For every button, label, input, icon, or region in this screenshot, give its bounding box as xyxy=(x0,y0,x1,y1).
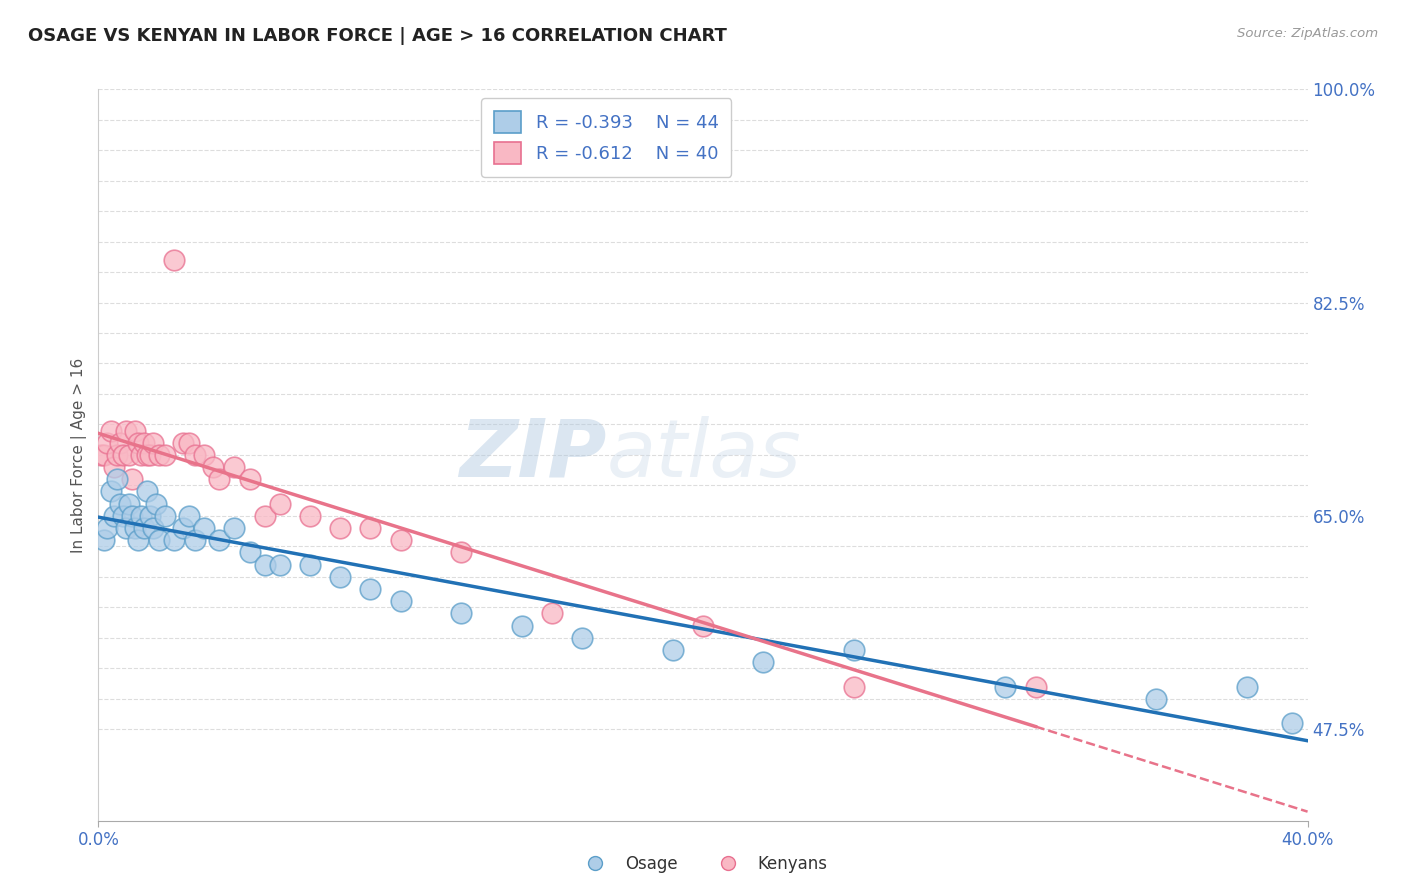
Point xyxy=(124,424,146,438)
Point xyxy=(239,472,262,486)
Point xyxy=(202,460,225,475)
Point xyxy=(142,435,165,450)
Point xyxy=(844,643,866,657)
Point xyxy=(139,508,162,523)
Point xyxy=(96,521,118,535)
Point xyxy=(299,508,322,523)
Point xyxy=(208,533,231,548)
Point xyxy=(100,484,122,499)
Point xyxy=(253,558,276,572)
Point xyxy=(269,497,291,511)
Point xyxy=(540,607,562,621)
Point xyxy=(179,508,201,523)
Point xyxy=(208,472,231,486)
Point xyxy=(148,448,170,462)
Point xyxy=(389,594,412,608)
Point xyxy=(1281,716,1303,731)
Point xyxy=(994,680,1017,694)
Point xyxy=(510,618,533,632)
Point xyxy=(752,655,775,669)
Point xyxy=(193,448,215,462)
Point xyxy=(108,435,131,450)
Point xyxy=(132,435,155,450)
Point xyxy=(179,435,201,450)
Point xyxy=(105,472,128,486)
Point xyxy=(93,448,115,462)
Point xyxy=(184,533,207,548)
Point xyxy=(269,558,291,572)
Legend: Osage, Kenyans: Osage, Kenyans xyxy=(572,848,834,880)
Point xyxy=(114,521,136,535)
Point xyxy=(224,460,246,475)
Point xyxy=(103,508,125,523)
Point xyxy=(153,508,176,523)
Point xyxy=(163,252,186,267)
Point xyxy=(172,435,194,450)
Point xyxy=(360,521,382,535)
Point xyxy=(139,448,162,462)
Point xyxy=(253,508,276,523)
Point xyxy=(844,680,866,694)
Point xyxy=(121,508,143,523)
Point xyxy=(118,448,141,462)
Point xyxy=(184,448,207,462)
Point xyxy=(389,533,412,548)
Point xyxy=(108,497,131,511)
Text: atlas: atlas xyxy=(606,416,801,494)
Point xyxy=(96,435,118,450)
Point xyxy=(135,448,157,462)
Point xyxy=(224,521,246,535)
Point xyxy=(145,497,167,511)
Point xyxy=(1024,680,1046,694)
Point xyxy=(111,448,134,462)
Point xyxy=(93,533,115,548)
Point xyxy=(1236,680,1258,694)
Point xyxy=(153,448,176,462)
Point xyxy=(111,508,134,523)
Y-axis label: In Labor Force | Age > 16: In Labor Force | Age > 16 xyxy=(72,358,87,552)
Point xyxy=(127,435,149,450)
Point xyxy=(450,607,472,621)
Point xyxy=(129,448,152,462)
Point xyxy=(329,521,352,535)
Point xyxy=(662,643,685,657)
Point xyxy=(127,533,149,548)
Point xyxy=(105,448,128,462)
Point xyxy=(571,631,593,645)
Point xyxy=(692,618,714,632)
Point xyxy=(129,508,152,523)
Point xyxy=(360,582,382,596)
Point xyxy=(103,460,125,475)
Text: Source: ZipAtlas.com: Source: ZipAtlas.com xyxy=(1237,27,1378,40)
Point xyxy=(135,484,157,499)
Point xyxy=(163,533,186,548)
Point xyxy=(172,521,194,535)
Point xyxy=(90,448,112,462)
Point xyxy=(118,497,141,511)
Text: OSAGE VS KENYAN IN LABOR FORCE | AGE > 16 CORRELATION CHART: OSAGE VS KENYAN IN LABOR FORCE | AGE > 1… xyxy=(28,27,727,45)
Text: ZIP: ZIP xyxy=(458,416,606,494)
Point xyxy=(329,570,352,584)
Point xyxy=(142,521,165,535)
Point xyxy=(1144,691,1167,706)
Point xyxy=(148,533,170,548)
Point xyxy=(450,545,472,559)
Point xyxy=(239,545,262,559)
Point xyxy=(132,521,155,535)
Point xyxy=(114,424,136,438)
Point xyxy=(121,472,143,486)
Point xyxy=(193,521,215,535)
Point xyxy=(124,521,146,535)
Legend: R = -0.393    N = 44, R = -0.612    N = 40: R = -0.393 N = 44, R = -0.612 N = 40 xyxy=(481,98,731,177)
Point xyxy=(100,424,122,438)
Point xyxy=(299,558,322,572)
